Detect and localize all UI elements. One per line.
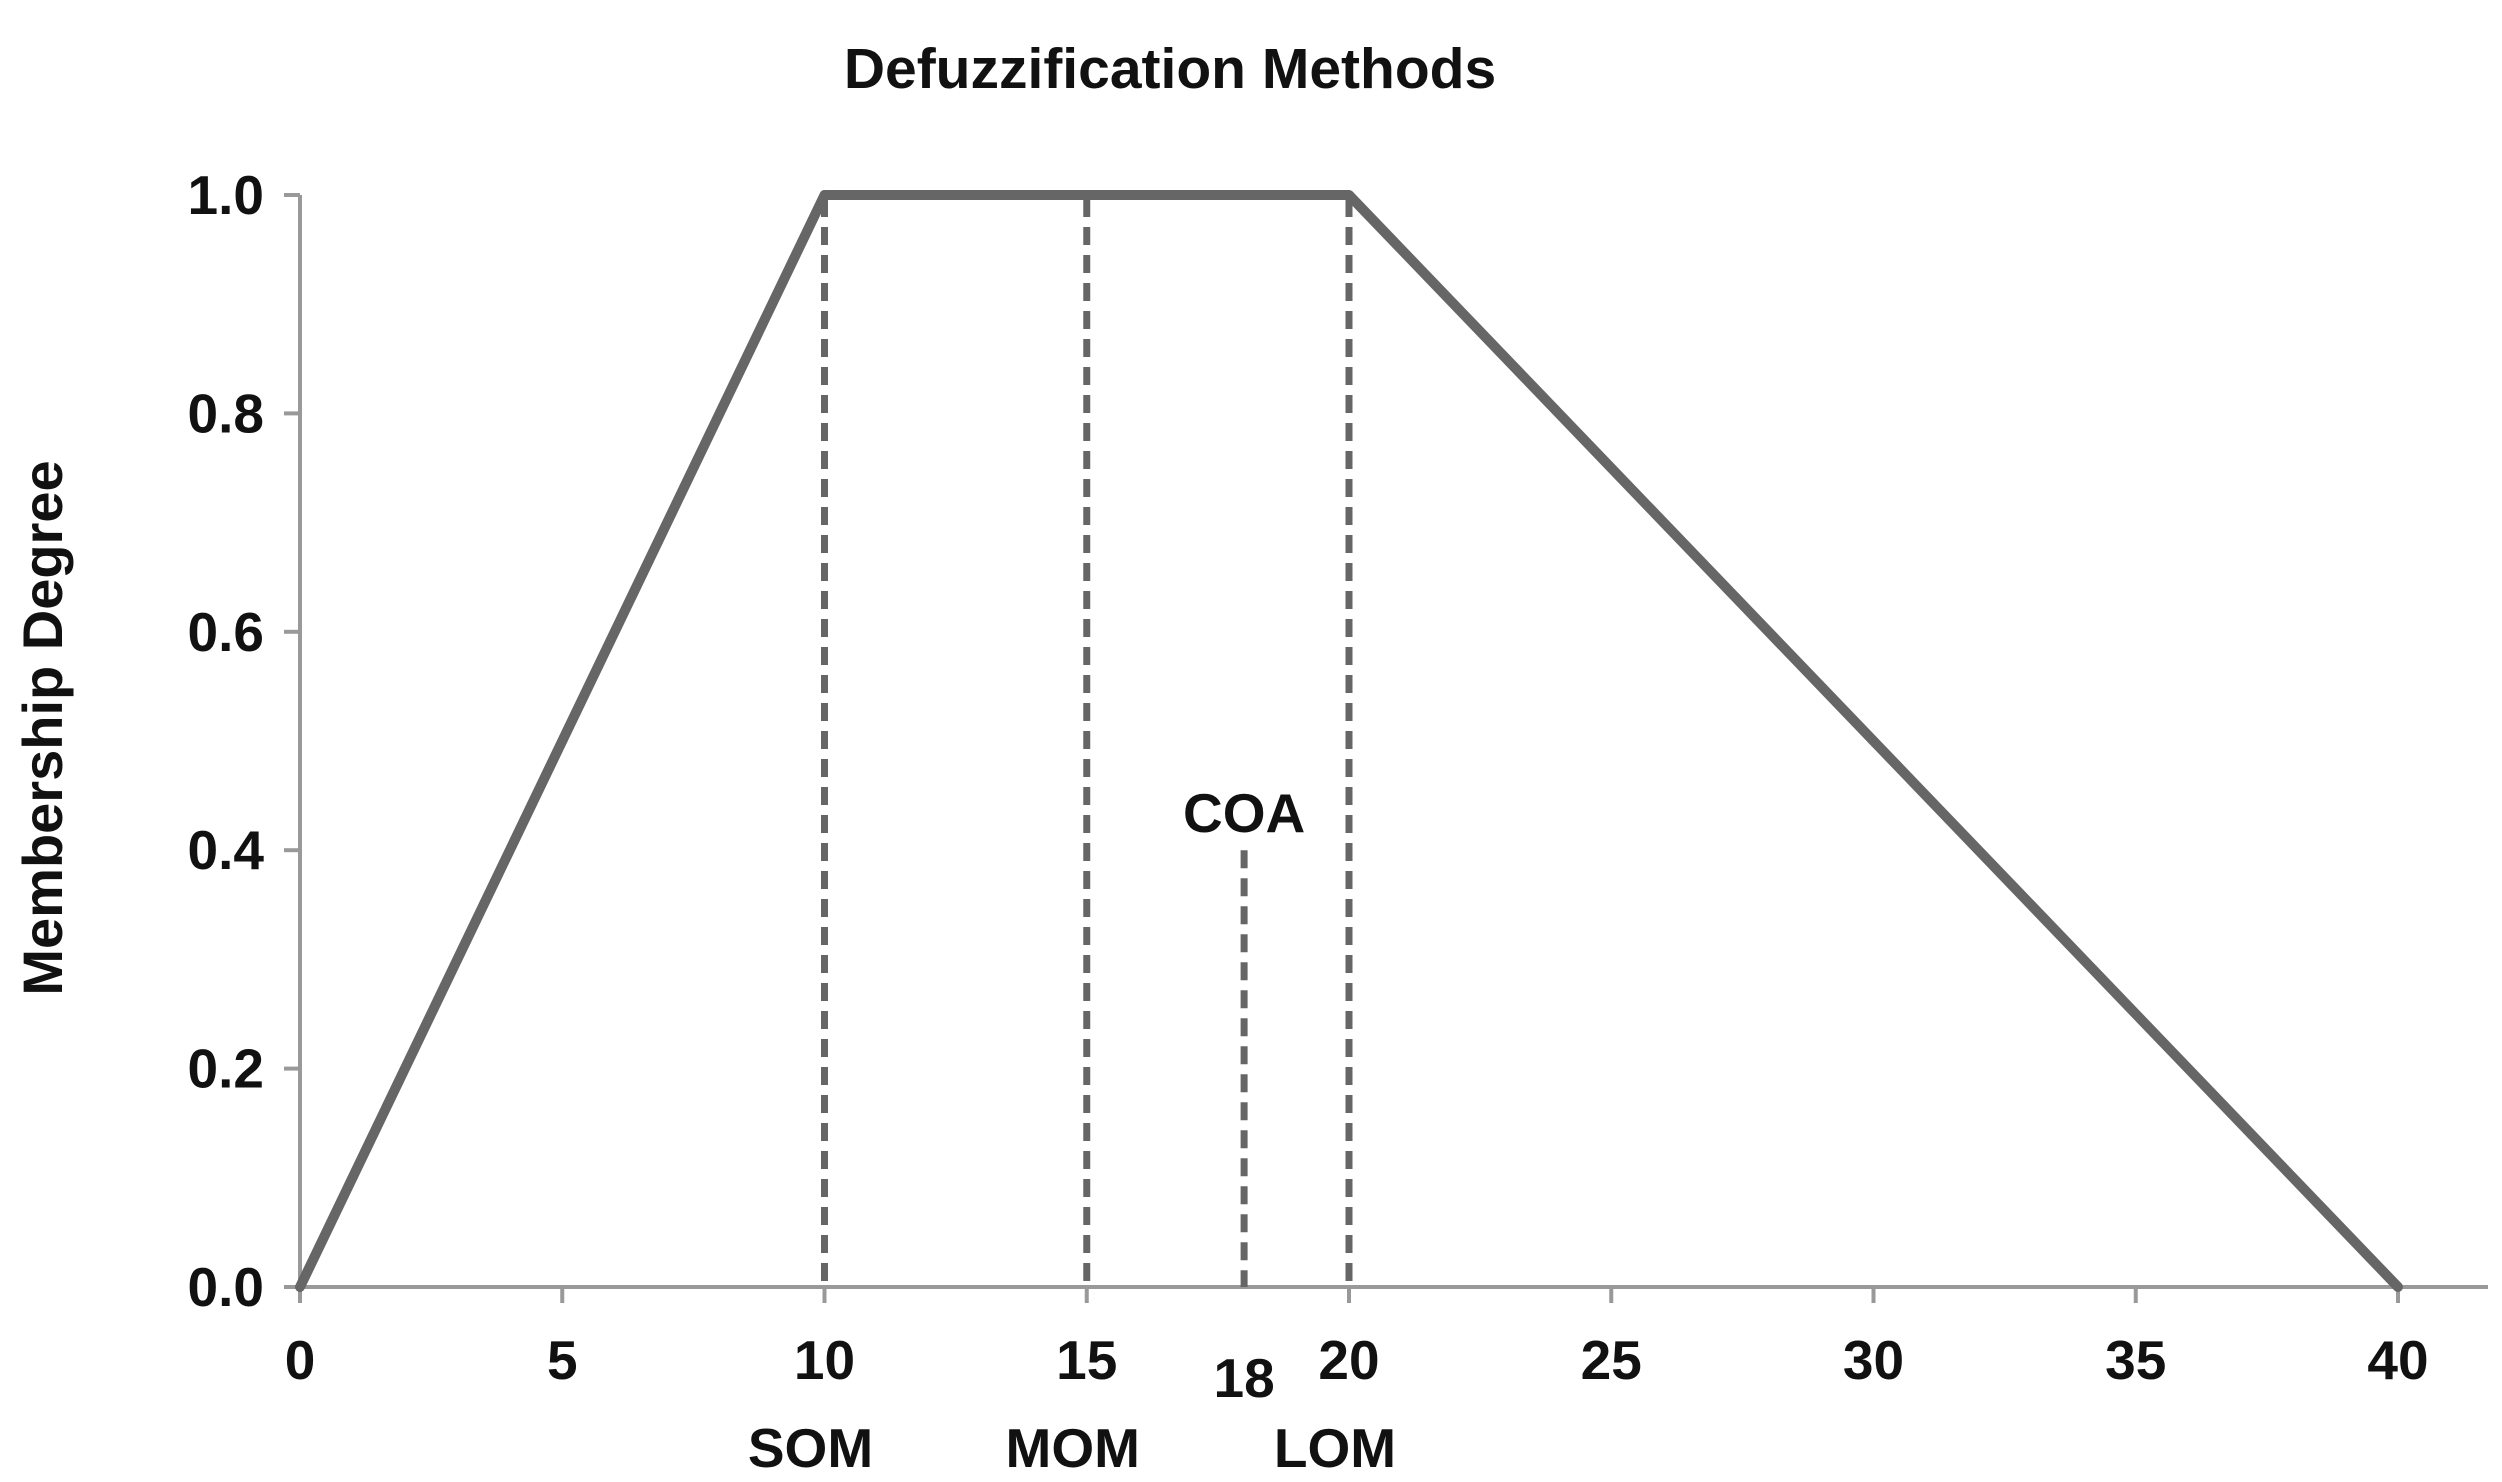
marker-label-coa: COA — [1183, 782, 1305, 844]
series-line-0 — [295, 190, 2403, 1292]
x-tick-label: 20 — [1318, 1329, 1379, 1391]
x-tick-label: 30 — [1843, 1329, 1904, 1391]
y-axis-label: Membership Degree — [11, 460, 74, 995]
y-tick-label: 0.2 — [188, 1038, 264, 1100]
x-tick-label: 40 — [2367, 1329, 2428, 1391]
y-tick-label: 1.0 — [188, 164, 264, 226]
x-tick-label: 35 — [2105, 1329, 2166, 1391]
x-tick-label: 5 — [547, 1329, 578, 1391]
plot-area: 0.0 0.2 0.4 0.6 0.8 1.0 0 5 10 15 20 25 30 35 40 SOM MOM… — [188, 164, 2488, 1479]
y-tick-label: 0.4 — [188, 819, 265, 881]
marker-label-lom: LOM — [1274, 1417, 1396, 1479]
x-tick-label: 25 — [1581, 1329, 1642, 1391]
x-tick-label: 10 — [794, 1329, 855, 1391]
marker-label-som: SOM — [748, 1417, 873, 1479]
y-tick-label: 0.6 — [188, 601, 264, 663]
chart-title: Defuzzification Methods — [844, 37, 1496, 101]
x-tick-label: 0 — [285, 1329, 316, 1391]
x-tick-label: 15 — [1056, 1329, 1117, 1391]
marker-value-label-coa: 18 — [1214, 1347, 1275, 1409]
y-tick-label: 0.8 — [188, 382, 264, 444]
y-tick-label: 0.0 — [188, 1256, 264, 1318]
marker-label-mom: MOM — [1006, 1417, 1140, 1479]
